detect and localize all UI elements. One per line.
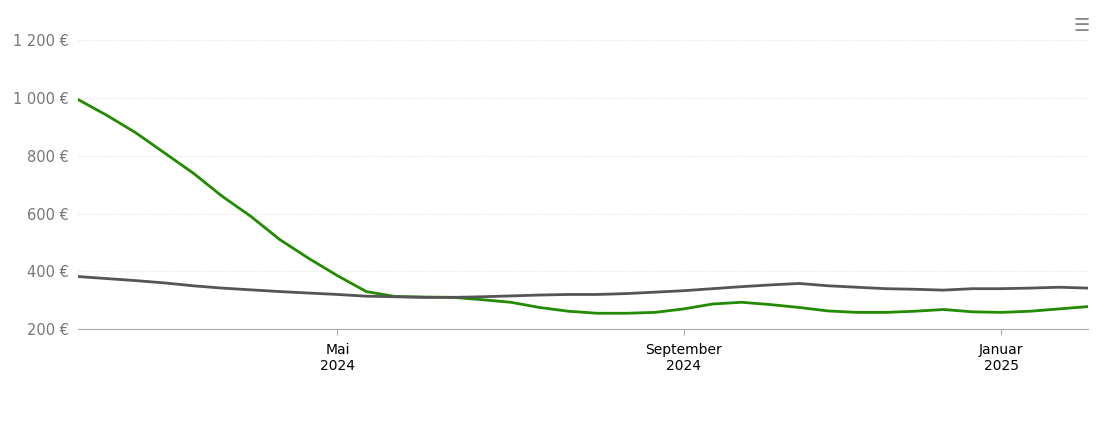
Sackware bbox=[908, 287, 921, 292]
lose Ware bbox=[215, 194, 229, 199]
lose Ware bbox=[850, 310, 864, 315]
lose Ware bbox=[966, 309, 979, 314]
lose Ware bbox=[706, 301, 719, 306]
Sackware bbox=[619, 291, 633, 296]
lose Ware bbox=[1052, 306, 1066, 311]
Sackware bbox=[417, 295, 431, 300]
Sackware bbox=[388, 294, 402, 299]
Sackware bbox=[331, 292, 344, 297]
Sackware bbox=[677, 288, 690, 293]
lose Ware bbox=[793, 305, 806, 310]
Sackware bbox=[360, 294, 373, 299]
lose Ware bbox=[677, 306, 690, 311]
Text: ☰: ☰ bbox=[1073, 17, 1090, 35]
Line: Sackware: Sackware bbox=[78, 276, 1088, 298]
Sackware bbox=[735, 284, 748, 289]
lose Ware bbox=[302, 256, 315, 261]
lose Ware bbox=[1023, 309, 1037, 314]
lose Ware bbox=[129, 130, 142, 135]
lose Ware bbox=[186, 170, 200, 176]
lose Ware bbox=[158, 150, 171, 155]
Sackware bbox=[71, 274, 84, 279]
Sackware bbox=[475, 294, 488, 299]
lose Ware bbox=[735, 300, 748, 305]
lose Ware bbox=[995, 310, 1008, 315]
Sackware bbox=[244, 287, 258, 292]
lose Ware bbox=[1081, 304, 1094, 309]
Sackware bbox=[215, 286, 229, 291]
Sackware bbox=[793, 281, 806, 286]
lose Ware bbox=[446, 295, 460, 300]
Sackware bbox=[764, 282, 777, 287]
Sackware bbox=[273, 289, 286, 294]
lose Ware bbox=[360, 289, 373, 294]
lose Ware bbox=[619, 311, 633, 316]
lose Ware bbox=[71, 97, 84, 102]
lose Ware bbox=[821, 308, 835, 314]
lose Ware bbox=[908, 309, 921, 314]
lose Ware bbox=[244, 214, 258, 219]
Sackware bbox=[533, 292, 546, 298]
Sackware bbox=[995, 286, 1008, 291]
Sackware bbox=[966, 286, 979, 291]
lose Ware bbox=[764, 302, 777, 307]
Sackware bbox=[504, 293, 517, 298]
lose Ware bbox=[475, 297, 488, 302]
Sackware bbox=[1081, 286, 1094, 291]
Sackware bbox=[1023, 286, 1037, 291]
lose Ware bbox=[504, 300, 517, 305]
Sackware bbox=[100, 276, 113, 281]
Sackware bbox=[562, 292, 575, 297]
Sackware bbox=[186, 283, 200, 288]
lose Ware bbox=[562, 309, 575, 314]
lose Ware bbox=[648, 310, 662, 315]
lose Ware bbox=[100, 113, 113, 118]
Sackware bbox=[158, 280, 171, 285]
Sackware bbox=[648, 289, 662, 295]
Sackware bbox=[937, 288, 950, 293]
lose Ware bbox=[879, 310, 892, 315]
Sackware bbox=[129, 278, 142, 283]
Sackware bbox=[1052, 285, 1066, 290]
Sackware bbox=[446, 295, 460, 300]
Sackware bbox=[302, 290, 315, 295]
lose Ware bbox=[533, 305, 546, 310]
lose Ware bbox=[591, 311, 604, 316]
Line: lose Ware: lose Ware bbox=[78, 99, 1088, 313]
Sackware bbox=[821, 283, 835, 288]
Sackware bbox=[706, 286, 719, 291]
lose Ware bbox=[937, 307, 950, 312]
lose Ware bbox=[331, 273, 344, 278]
lose Ware bbox=[273, 237, 286, 242]
Sackware bbox=[879, 286, 892, 291]
Sackware bbox=[591, 292, 604, 297]
Sackware bbox=[850, 285, 864, 290]
lose Ware bbox=[417, 295, 431, 300]
lose Ware bbox=[388, 294, 402, 299]
